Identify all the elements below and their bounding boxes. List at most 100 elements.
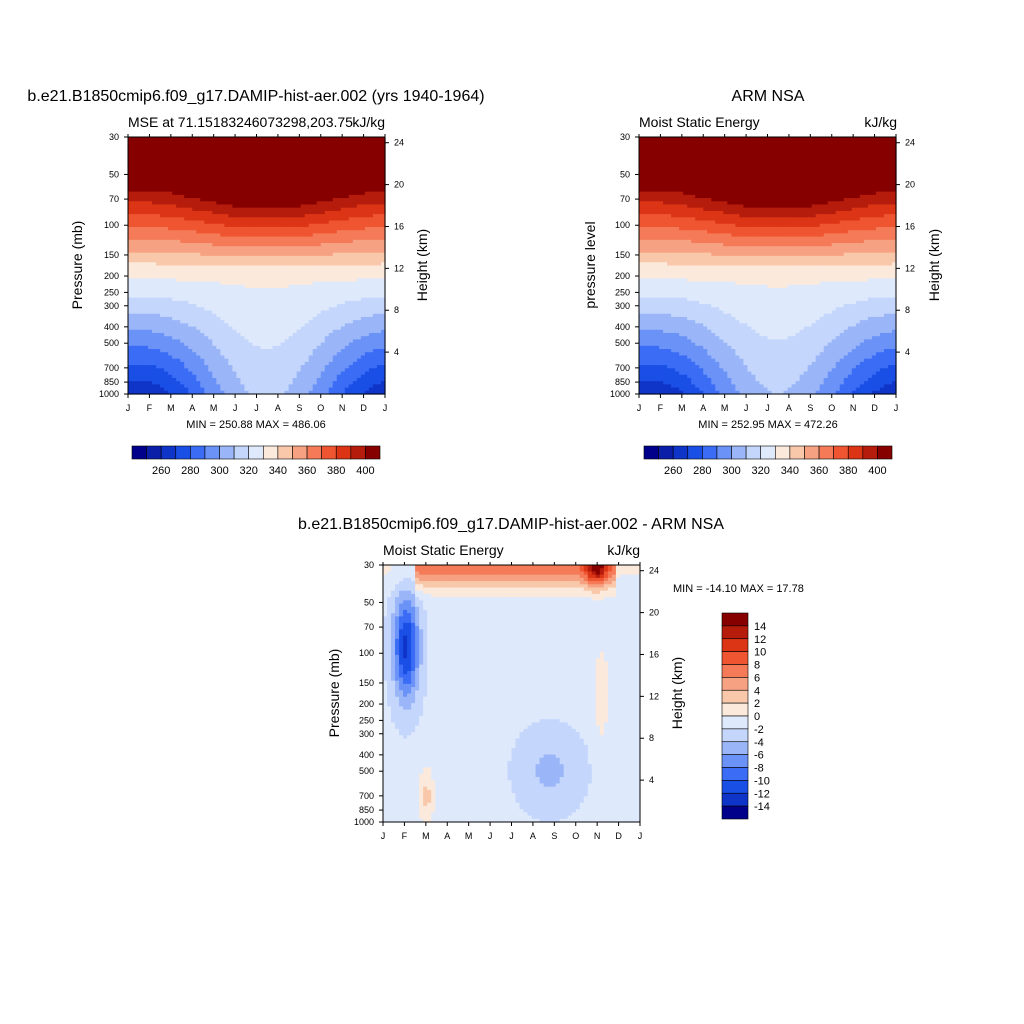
contour-cell [180,175,185,180]
contour-cell [228,239,234,244]
contour-cell [140,185,145,189]
contour-cell [180,320,185,324]
contour-cell [180,323,185,328]
contour-cell [216,365,221,369]
contour-cell [240,329,246,334]
contour-cell [268,239,274,244]
contour-cell [240,352,246,357]
contour-cell [200,275,205,279]
contour-cell [148,201,153,206]
contour-cell [224,368,229,373]
contour-cell [260,143,266,148]
contour-cell [268,377,274,382]
contour-cell [148,284,153,289]
contour-cell [208,390,213,395]
contour-cell [168,268,173,273]
contour-cell [244,207,250,212]
contour-cell [176,387,181,392]
contour-cell [128,265,133,270]
contour-cell [172,220,177,225]
contour-cell [240,307,246,312]
contour-cell [156,271,161,276]
contour-cell [248,275,254,279]
contour-cell [160,377,165,382]
contour-cell [228,210,234,215]
contour-cell [252,320,258,324]
contour-cell [228,233,234,238]
contour-cell [252,361,258,366]
contour-cell [184,332,189,337]
contour-cell [136,259,141,263]
contour-cell [164,243,169,247]
contour-cell [196,323,201,328]
contour-cell [216,233,221,238]
contour-cell [212,214,217,218]
contour-cell [208,198,213,202]
contour-cell [272,178,278,183]
contour-cell [152,165,157,170]
contour-cell [212,198,217,202]
contour-cell [132,226,137,231]
contour-cell [204,371,209,376]
contour-cell [176,259,181,263]
contour-cell [268,214,274,218]
contour-cell [200,146,205,151]
contour-cell [224,390,229,395]
contour-cell [208,281,213,286]
contour-cell [196,236,201,241]
contour-cell [196,165,201,170]
contour-cell [136,226,141,231]
contour-cell [204,149,209,154]
contour-cell [228,304,234,308]
contour-cell [268,149,274,154]
contour-cell [140,178,145,183]
contour-cell [176,287,181,292]
contour-cell [208,137,213,141]
contour-cell [128,172,133,177]
contour-cell [228,259,234,263]
contour-cell [148,352,153,357]
contour-cell [168,342,173,347]
contour-cell [264,316,270,321]
contour-cell [204,329,209,334]
contour-cell [212,239,217,244]
contour-cell [220,178,225,183]
contour-cell [164,143,169,148]
contour-cell [184,342,189,347]
contour-cell [204,300,209,305]
contour-cell [144,278,149,283]
contour-cell [180,361,185,366]
contour-cell [248,249,254,254]
contour-cell [232,297,238,302]
contour-cell [144,259,149,263]
contour-cell [232,175,238,180]
contour-cell [264,291,270,296]
contour-cell [260,352,266,357]
contour-cell [236,294,242,299]
contour-cell [212,368,217,373]
contour-cell [148,345,153,350]
contour-cell [176,329,181,334]
contour-cell [196,332,201,337]
contour-cell [160,345,165,350]
contour-cell [232,345,238,350]
contour-cell [192,153,197,157]
contour-cell [244,188,250,193]
contour-cell [156,287,161,292]
contour-cell [180,210,185,215]
contour-cell [140,198,145,202]
contour-cell [132,185,137,189]
contour-cell [232,304,238,308]
contour-cell [264,146,270,151]
contour-cell [236,336,242,340]
contour-cell [180,223,185,228]
contour-cell [180,214,185,218]
contour-cell [140,381,145,385]
contour-cell [256,342,262,347]
contour-cell [156,345,161,350]
contour-cell [136,191,141,196]
contour-cell [188,210,193,215]
contour-cell [188,172,193,177]
contour-cell [216,146,221,151]
contour-cell [128,230,133,234]
